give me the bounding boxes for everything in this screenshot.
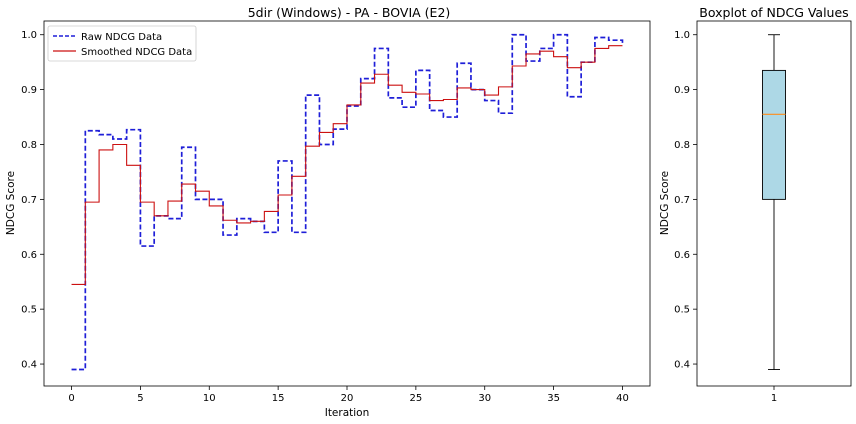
boxplot-y-axis: 0.4 0.5 0.6 0.7 0.8 0.9 1.0 bbox=[674, 30, 697, 371]
line-chart-title: 5dir (Windows) - PA - BOVIA (E2) bbox=[248, 5, 451, 20]
y-tick-label: 0.6 bbox=[21, 250, 37, 261]
boxplot-title: Boxplot of NDCG Values bbox=[699, 5, 848, 20]
x-tick-label: 15 bbox=[272, 393, 285, 404]
y-tick-label: 0.7 bbox=[674, 195, 690, 206]
y-tick-label: 0.9 bbox=[674, 85, 690, 96]
y-tick-label: 0.9 bbox=[21, 85, 37, 96]
boxplot-box-group bbox=[762, 34, 786, 370]
x-tick-label: 40 bbox=[616, 393, 629, 404]
y-tick-label: 0.8 bbox=[674, 140, 690, 151]
legend: Raw NDCG Data Smoothed NDCG Data bbox=[47, 25, 197, 62]
line-chart-plot-area bbox=[43, 20, 651, 387]
legend-smoothed-label: Smoothed NDCG Data bbox=[81, 47, 192, 58]
line-chart-y-label: NDCG Score bbox=[5, 171, 17, 235]
line-chart-x-axis: 0 5 10 15 20 25 30 35 40 bbox=[68, 386, 629, 404]
boxplot-chart: Boxplot of NDCG Values 0.40.50.60.70.80.… bbox=[659, 5, 852, 404]
iqr-box bbox=[762, 69, 786, 200]
y-tick-label: 0.8 bbox=[21, 140, 37, 151]
boxplot-y-label: NDCG Score bbox=[659, 171, 671, 235]
line-chart-x-label: Iteration bbox=[325, 407, 370, 419]
x-tick-label: 1 bbox=[771, 393, 777, 404]
line-chart-y-axis: 0.4 0.5 0.6 0.7 0.8 0.9 1.0 bbox=[21, 30, 44, 371]
x-tick-label: 10 bbox=[203, 393, 216, 404]
x-tick-label: 5 bbox=[137, 393, 143, 404]
x-tick-label: 30 bbox=[478, 393, 491, 404]
y-tick-label: 1.0 bbox=[21, 30, 37, 41]
boxplot-x-axis: 1 bbox=[771, 386, 777, 404]
legend-box bbox=[47, 25, 197, 62]
smoothed-ndcg-series bbox=[71, 45, 623, 286]
x-tick-label: 20 bbox=[341, 393, 354, 404]
y-tick-label: 0.7 bbox=[21, 195, 37, 206]
legend-raw-label: Raw NDCG Data bbox=[81, 32, 162, 43]
x-tick-label: 25 bbox=[409, 393, 422, 404]
x-tick-label: 0 bbox=[68, 393, 74, 404]
y-tick-label: 0.6 bbox=[674, 250, 690, 261]
y-tick-label: 0.4 bbox=[21, 360, 37, 371]
y-tick-label: 0.4 bbox=[674, 360, 690, 371]
x-tick-label: 35 bbox=[547, 393, 560, 404]
y-tick-label: 1.0 bbox=[674, 30, 690, 41]
line-chart: 5dir (Windows) - PA - BOVIA (E2) 0.40.50… bbox=[5, 5, 651, 419]
line-chart-series bbox=[71, 33, 624, 371]
y-tick-label: 0.5 bbox=[21, 305, 37, 316]
y-tick-label: 0.5 bbox=[674, 305, 690, 316]
